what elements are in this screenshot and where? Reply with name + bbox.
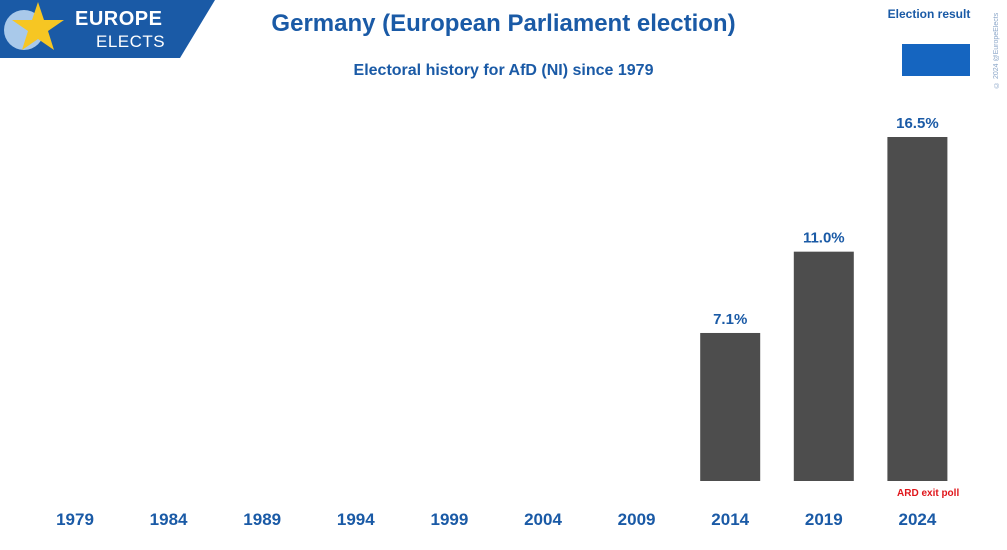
logo-text-europe: EUROPE <box>75 8 163 30</box>
data-label-2024: 16.5% <box>896 115 939 132</box>
x-tick-2019: 2019 <box>805 510 843 529</box>
x-tick-2009: 2009 <box>618 510 656 529</box>
chart-subtitle: Electoral history for AfD (NI) since 197… <box>353 62 654 79</box>
logo-text-elects: ELECTS <box>96 32 166 51</box>
x-tick-1984: 1984 <box>150 510 188 529</box>
x-tick-2014: 2014 <box>711 510 749 529</box>
x-tick-1999: 1999 <box>430 510 468 529</box>
data-label-2014: 7.1% <box>713 311 747 328</box>
logo-banner-icon <box>0 0 215 58</box>
legend-label: Election result <box>887 7 971 21</box>
legend-swatch <box>902 44 970 76</box>
x-tick-1994: 1994 <box>337 510 375 529</box>
exit-poll-note: ARD exit poll <box>897 488 960 499</box>
bar-2024 <box>887 137 948 481</box>
data-label-2019: 11.0% <box>803 230 845 247</box>
x-tick-1989: 1989 <box>243 510 281 529</box>
bar-2019 <box>793 251 854 481</box>
bar-2014 <box>700 332 761 481</box>
chart-title: Germany (European Parliament election) <box>271 10 736 37</box>
x-tick-2024: 2024 <box>898 510 936 529</box>
x-tick-2004: 2004 <box>524 510 562 529</box>
x-tick-1979: 1979 <box>56 510 94 529</box>
europe-elects-logo: EUROPE ELECTS <box>0 0 215 58</box>
